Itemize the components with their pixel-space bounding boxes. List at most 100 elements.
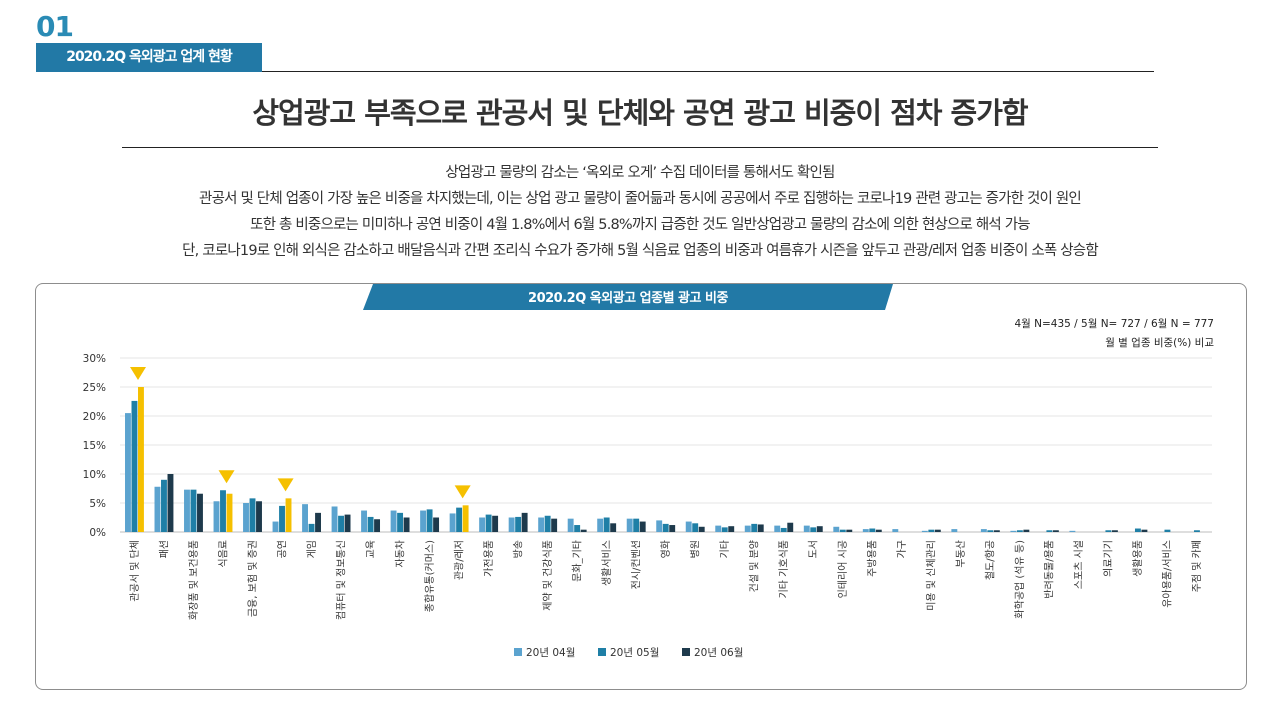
bar xyxy=(862,529,869,532)
bar xyxy=(574,525,581,532)
highlight-marker-icon xyxy=(277,478,294,492)
bar xyxy=(138,387,144,532)
bar xyxy=(951,529,958,532)
x-tick-label: 제약 및 건강식품 xyxy=(542,540,554,611)
bar xyxy=(751,523,758,532)
bar xyxy=(249,498,256,532)
header-divider xyxy=(262,71,1154,72)
y-tick-label: 10% xyxy=(83,469,106,481)
x-tick-label: 철도/항공 xyxy=(985,540,997,580)
bar xyxy=(780,527,787,532)
bar xyxy=(331,506,338,532)
bar xyxy=(167,474,174,532)
x-tick-label: 병원 xyxy=(690,540,702,558)
legend-swatch xyxy=(598,648,606,656)
bar xyxy=(928,529,935,532)
bar xyxy=(433,517,440,532)
bar xyxy=(721,527,728,532)
bar xyxy=(1010,530,1017,532)
bar xyxy=(803,525,810,532)
bar xyxy=(603,517,610,532)
summary-line: 또한 총 비중으로는 미미하나 공연 비중이 4월 1.8%에서 6월 5.8%… xyxy=(250,217,1030,233)
bar xyxy=(744,525,751,532)
section-number: 01 xyxy=(36,10,74,43)
bar xyxy=(980,529,987,532)
bar xyxy=(875,529,882,532)
bar xyxy=(456,507,463,532)
bar xyxy=(551,518,558,532)
bar xyxy=(213,501,220,532)
bar xyxy=(285,498,292,532)
x-tick-label: 공연 xyxy=(276,540,288,558)
x-tick-label: 스포츠 시설 xyxy=(1073,540,1085,589)
y-tick-label: 20% xyxy=(83,411,106,423)
bar xyxy=(538,517,545,532)
bar xyxy=(639,521,646,532)
x-tick-label: 자동차 xyxy=(394,540,406,568)
bar xyxy=(774,525,781,532)
bar xyxy=(685,521,692,532)
bar xyxy=(508,517,515,532)
x-tick-label: 금융, 보험 및 증권 xyxy=(247,540,259,617)
chart-title-banner xyxy=(363,284,893,310)
highlight-marker-icon xyxy=(218,470,235,484)
bar xyxy=(390,510,397,532)
bar xyxy=(420,510,427,532)
x-tick-label: 의료기기 xyxy=(1103,540,1115,577)
bar xyxy=(816,526,823,532)
bar xyxy=(197,493,203,532)
bar xyxy=(692,523,699,532)
x-tick-label: 영화 xyxy=(660,540,672,558)
bar xyxy=(279,505,285,532)
bar xyxy=(892,529,899,532)
chart-panel: 2020.2Q 옥외광고 업종별 광고 비중 4월 N=435 / 5월 N= … xyxy=(35,283,1247,690)
bar xyxy=(610,523,617,532)
bar xyxy=(272,521,279,532)
y-tick-label: 0% xyxy=(89,527,106,539)
bar xyxy=(1164,529,1171,532)
bar xyxy=(403,517,410,532)
x-tick-label: 건설 및 분양 xyxy=(749,540,761,592)
x-tick-label: 인테리어 시공 xyxy=(837,540,849,598)
bar xyxy=(787,522,794,532)
bar xyxy=(190,489,197,532)
x-tick-label: 반려동물/용품 xyxy=(1044,540,1056,599)
bar xyxy=(669,525,676,532)
bar xyxy=(810,527,817,532)
bar xyxy=(374,519,381,532)
bar xyxy=(338,515,344,532)
bar xyxy=(698,526,705,532)
bar-chart: 2020.2Q 옥외광고 업종별 광고 비중 4월 N=435 / 5월 N= … xyxy=(83,284,1214,659)
bar xyxy=(662,523,669,532)
bar xyxy=(220,490,226,532)
bar xyxy=(626,518,633,532)
x-tick-label: 종합유통(커머스) xyxy=(424,540,436,612)
bar xyxy=(161,479,167,532)
title-divider xyxy=(122,147,1158,148)
highlight-marker-icon xyxy=(130,367,147,380)
bar xyxy=(1134,528,1141,532)
x-tick-label: 교육 xyxy=(365,540,377,558)
highlight-marker-icon xyxy=(454,485,471,499)
summary-line: 상업광고 물량의 감소는 ‘옥외로 오게’ 수집 데이터를 통해서도 확인됨 xyxy=(445,165,835,181)
bar xyxy=(1052,530,1059,532)
bar xyxy=(426,509,433,532)
bar xyxy=(1069,530,1076,532)
bar xyxy=(633,518,640,532)
x-tick-label: 생활용품 xyxy=(1131,540,1144,577)
bar xyxy=(656,520,663,532)
bar xyxy=(934,529,941,532)
bar xyxy=(154,486,161,532)
bar xyxy=(1046,530,1053,532)
bar xyxy=(1016,530,1023,532)
bar xyxy=(846,529,853,532)
chart-title: 2020.2Q 옥외광고 업종별 광고 비중 xyxy=(528,290,728,306)
bar xyxy=(544,515,551,532)
bar xyxy=(597,518,604,532)
bar xyxy=(367,516,374,532)
y-tick-label: 25% xyxy=(83,382,106,394)
bar xyxy=(757,524,764,532)
bar xyxy=(131,400,138,532)
bar xyxy=(315,512,321,532)
x-tick-label: 부동산 xyxy=(955,540,967,568)
